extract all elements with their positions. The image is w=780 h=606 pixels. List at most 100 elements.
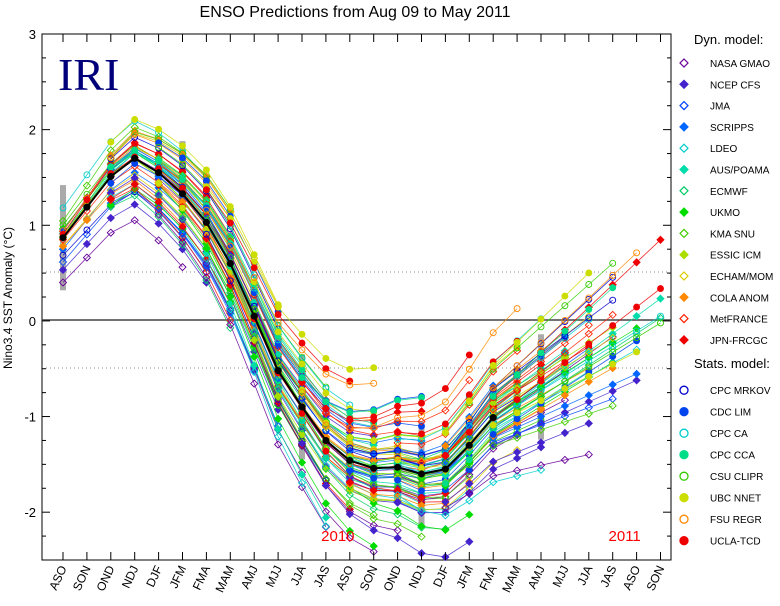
forecast-point: [274, 311, 282, 318]
forecast-line: [445, 332, 566, 447]
forecast-line: [493, 398, 613, 443]
forecast-point: [608, 386, 617, 396]
year-label: 2011: [609, 528, 641, 545]
forecast-point: [202, 166, 210, 174]
legend-marker: [679, 450, 689, 460]
forecast-point: [633, 334, 641, 342]
forecast-point: [537, 349, 545, 357]
forecast-point: [178, 237, 187, 247]
forecast-point: [321, 454, 331, 463]
forecast-point: [609, 273, 617, 281]
observed-point: [394, 463, 402, 471]
legend-label: MetFRANCE: [710, 315, 768, 326]
forecast-point: [297, 378, 307, 387]
y-tick-label: 0: [29, 314, 36, 329]
forecast-line: [492, 252, 637, 389]
forecast-point: [58, 257, 68, 267]
forecast-point: [202, 206, 210, 214]
legend-marker: [679, 313, 689, 324]
legend-label: CPC CCA: [710, 451, 755, 462]
forecast-point: [273, 414, 283, 423]
forecast-point: [418, 464, 425, 472]
forecast-point: [465, 456, 473, 464]
legend: Dyn. model: NASA GMAO NCEP CFS JMA SCRIPPS LD…: [679, 32, 773, 548]
forecast-line: [110, 195, 231, 329]
legend-label: UKMO: [710, 208, 740, 219]
forecast-point: [536, 404, 546, 414]
forecast-line: [492, 317, 661, 429]
forecast-point: [322, 398, 330, 406]
forecast-line: [492, 299, 613, 390]
forecast-point: [154, 210, 163, 219]
forecast-point: [321, 409, 331, 418]
x-tick-label: JFM: [167, 563, 190, 590]
forecast-point: [609, 348, 617, 356]
forecast-point: [536, 461, 546, 470]
observed-point: [59, 234, 67, 242]
legend-marker: [679, 79, 689, 90]
forecast-point: [512, 433, 522, 442]
forecast-point: [441, 441, 450, 450]
forecast-line: [445, 454, 589, 508]
observed-point: [298, 403, 306, 411]
forecast-line: [492, 322, 661, 426]
forecast-point: [512, 429, 522, 438]
forecast-point: [298, 330, 306, 338]
forecast-line: [158, 162, 279, 354]
forecast-point: [585, 363, 593, 371]
forecast-point: [273, 383, 283, 392]
forecast-point: [536, 357, 546, 366]
forecast-point: [561, 317, 569, 324]
forecast-line: [349, 469, 470, 498]
forecast-point: [632, 312, 641, 321]
forecast-line: [301, 377, 422, 413]
legend-label: NCEP CFS: [710, 80, 761, 91]
forecast-point: [561, 378, 569, 385]
forecast-line: [110, 131, 231, 210]
forecast-point: [345, 500, 354, 510]
forecast-point: [202, 186, 210, 194]
forecast-point: [179, 204, 186, 212]
forecast-point: [297, 424, 307, 433]
y-tick-label: -2: [24, 505, 36, 520]
forecast-point: [657, 285, 664, 293]
forecast-point: [322, 389, 330, 397]
forecast-point: [58, 265, 68, 275]
forecast-line: [158, 208, 279, 426]
forecast-point: [178, 213, 187, 223]
x-tick-label: JAS: [311, 563, 333, 589]
forecast-point: [393, 408, 402, 417]
forecast-point: [107, 138, 115, 146]
x-tick-label: AMJ: [238, 563, 261, 591]
forecast-point: [298, 374, 306, 382]
legend-marker: [679, 407, 689, 417]
forecast-point: [418, 422, 425, 430]
forecast-point: [322, 419, 330, 427]
forecast-line: [301, 389, 422, 455]
forecast-point: [465, 365, 473, 373]
forecast-point: [82, 230, 92, 239]
observed-point: [155, 169, 163, 177]
forecast-line: [492, 314, 613, 410]
forecast-point: [250, 361, 259, 370]
observed-point: [226, 260, 234, 268]
forecast-point: [609, 296, 617, 304]
forecast-point: [393, 519, 402, 529]
forecast-point: [560, 348, 570, 357]
forecast-point: [82, 239, 92, 249]
x-tick-label: JAS: [597, 563, 619, 589]
forecast-point: [107, 154, 115, 162]
year-label: 2010: [321, 528, 354, 545]
forecast-point: [585, 294, 593, 302]
forecast-point: [465, 391, 473, 399]
forecast-point: [273, 399, 283, 408]
forecast-point: [560, 391, 570, 400]
forecast-point: [656, 235, 665, 244]
forecast-line: [349, 422, 470, 456]
legend-marker: [679, 536, 689, 546]
legend-marker: [679, 207, 689, 217]
forecast-point: [321, 465, 331, 474]
forecast-point: [179, 176, 186, 183]
forecast-point: [417, 407, 426, 416]
legend-label: ESSIC ICM: [710, 251, 761, 262]
